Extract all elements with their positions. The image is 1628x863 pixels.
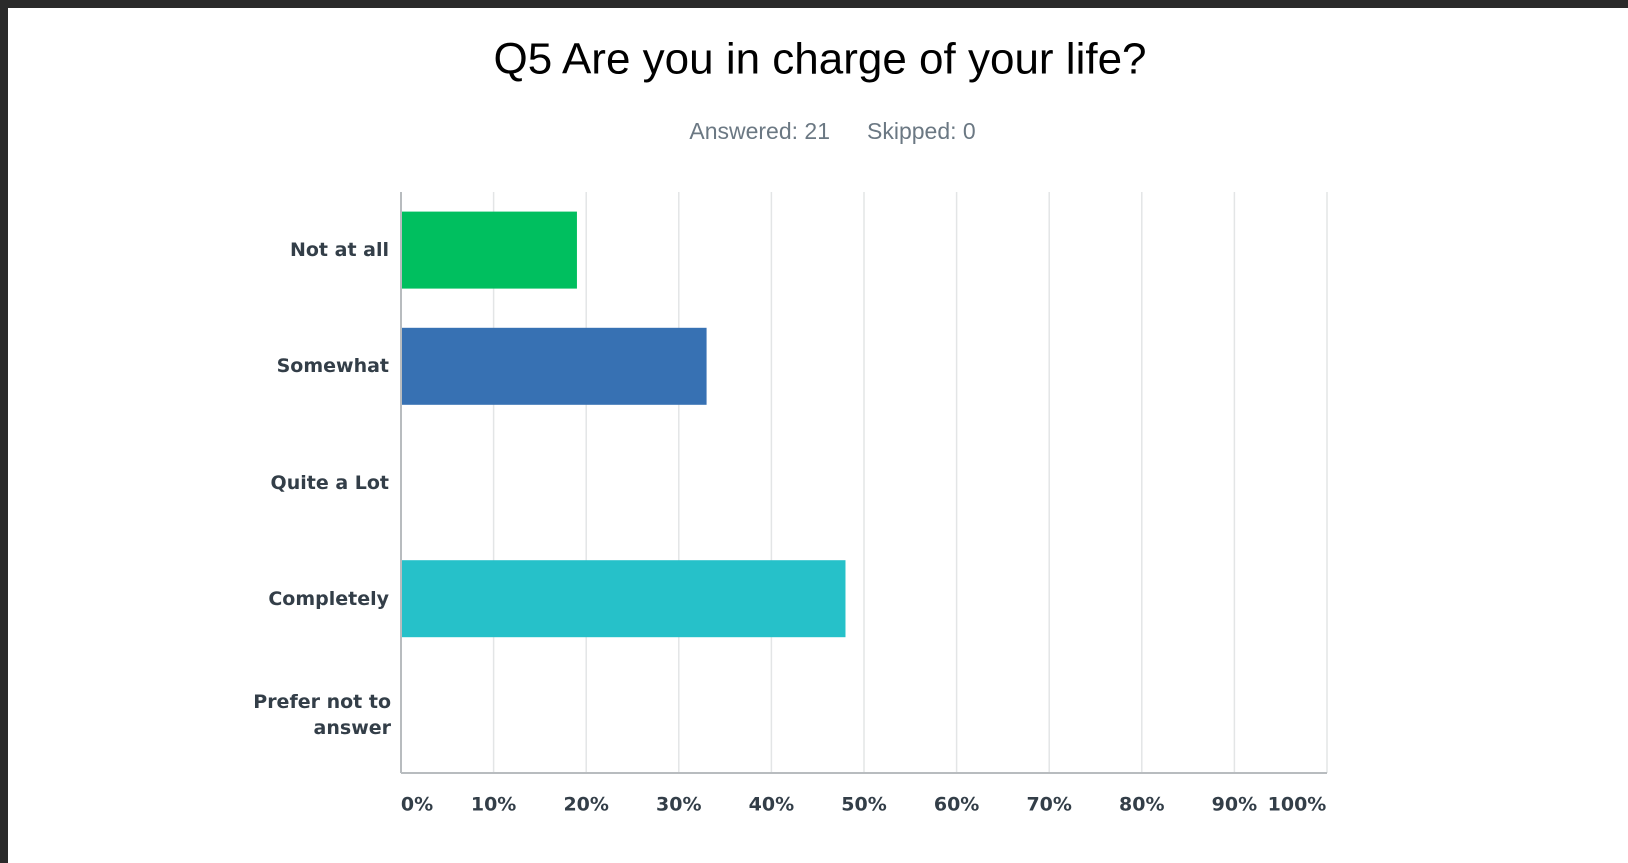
- x-tick-label: 30%: [656, 794, 701, 816]
- x-tick-label: 80%: [1119, 794, 1164, 816]
- bar: [402, 211, 577, 289]
- x-tick-label: 10%: [471, 794, 516, 816]
- bar: [402, 327, 707, 405]
- x-tick-label: 50%: [841, 794, 886, 816]
- x-tick-label: 60%: [934, 794, 979, 816]
- x-tick-label: 40%: [749, 794, 794, 816]
- y-tick-label: Prefer not to answer: [253, 690, 391, 739]
- y-tick-label: Somewhat: [276, 355, 389, 378]
- y-tick-label: Quite a Lot: [270, 471, 389, 494]
- x-tick-label: 0%: [401, 794, 433, 816]
- y-tick-label: Not at all: [289, 239, 389, 262]
- panel: [8, 8, 1628, 863]
- x-tick-label: 90%: [1212, 794, 1257, 816]
- chart-title: Q5 Are you in charge of your life?: [493, 35, 1146, 84]
- y-tick-label: Completely: [268, 587, 389, 610]
- x-tick-label: 70%: [1026, 794, 1071, 816]
- bar: [402, 560, 846, 638]
- answered: Answered: 21: [689, 118, 830, 144]
- x-tick-label: 20%: [563, 794, 608, 816]
- x-tick-label: 100%: [1268, 794, 1327, 816]
- skipped: Skipped: 0: [867, 118, 976, 144]
